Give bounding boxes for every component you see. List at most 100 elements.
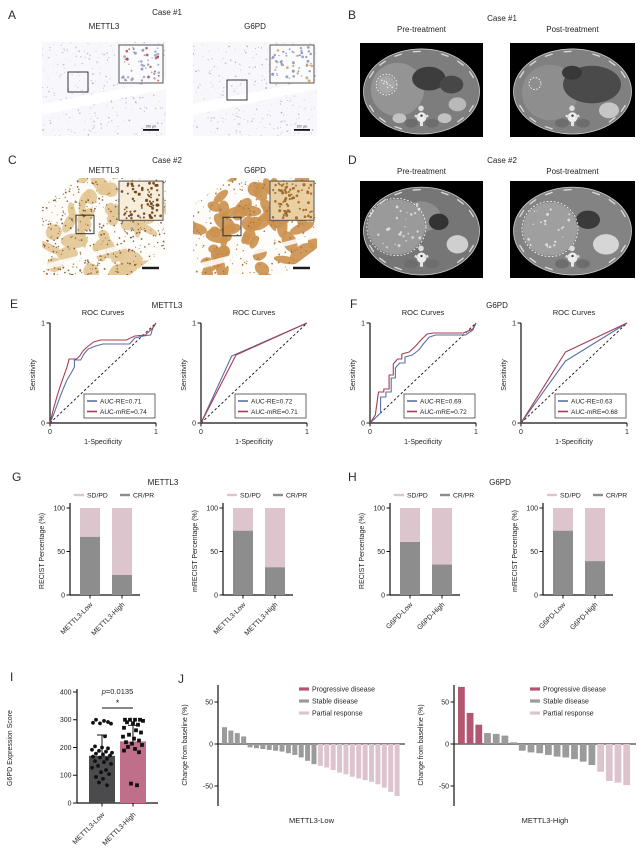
label-post-treatment-case1: Post-treatment <box>546 25 599 34</box>
waterfall-bar <box>501 735 509 744</box>
panel-g-letter: G <box>12 470 22 484</box>
panel-d: D Case #2 Pre-treatment Post-treatment <box>320 145 641 295</box>
data-point <box>96 763 100 768</box>
waterfall-bar <box>241 736 247 744</box>
svg-text:1: 1 <box>474 429 478 436</box>
ct-image-case1-pre <box>360 43 483 137</box>
roc-legend-box <box>554 393 627 419</box>
roc-curve <box>49 322 157 424</box>
svg-text:0: 0 <box>68 800 72 807</box>
panel-c-letter: C <box>8 153 17 167</box>
stacked-segment <box>585 561 605 595</box>
stacked-segment <box>265 508 285 568</box>
data-point <box>104 749 108 754</box>
data-point <box>137 738 141 743</box>
p-value: p=0.0135 <box>101 687 134 696</box>
svg-text:1: 1 <box>154 429 158 436</box>
scale-bar <box>142 266 159 270</box>
waterfall-bar <box>253 744 259 749</box>
waterfall-bar <box>518 744 526 751</box>
panel-j-letter: J <box>178 672 184 686</box>
svg-text:1: 1 <box>192 320 196 327</box>
roc-curve <box>200 322 308 424</box>
stacked-bar-mrecist-g6pd: SD/PD CR/PR mRECIST Percentage (%) 0 50 100 G6… <box>507 483 641 661</box>
data-point <box>140 743 144 747</box>
roc-chart-mettl3-left: ROC Curves Sensitivity 1-Specificity 0 1 0 1 AU… <box>26 303 166 461</box>
svg-text:0: 0 <box>61 592 65 599</box>
bar-scatter-plot: G6PD Expression Score 0 100 200 300 400 METTL3… <box>7 687 158 847</box>
roc-legend-box <box>83 393 156 419</box>
scale-bar-label: 200 μm <box>296 263 307 267</box>
data-point <box>90 747 94 752</box>
waterfall-bar <box>222 727 227 744</box>
tumor-annotation <box>366 197 427 256</box>
data-point <box>133 746 137 751</box>
data-point <box>137 750 141 755</box>
svg-text:0: 0 <box>192 420 196 427</box>
panel-b: B Case #1 Pre-treatment Post-treatment <box>320 0 641 150</box>
stain-label-g6pd-case1: G6PD <box>244 22 266 31</box>
panel-h-letter: H <box>348 470 357 484</box>
ct-scene <box>360 43 483 137</box>
panel-b-letter: B <box>348 8 357 22</box>
panel-h: H G6PD SD/PD CR/PR RECIST Percentage (%) 0 5… <box>320 460 641 665</box>
ihc-image-case2-g6pd: 200 μm <box>193 178 317 275</box>
roc-title: ROC Curves <box>402 308 445 317</box>
waterfall-bar <box>492 733 500 744</box>
data-point <box>131 721 135 726</box>
legend-label: Progressive disease <box>543 686 606 693</box>
data-point <box>97 780 101 785</box>
svg-text:0: 0 <box>41 420 45 427</box>
waterfall-bar <box>394 744 400 797</box>
ihc-scene: 200 μm <box>193 42 317 136</box>
waterfall-mettl3-high: Change from baseline (%) -50 0 50 Progressiv… <box>411 679 641 839</box>
roc-title: ROC Curves <box>553 308 596 317</box>
svg-text:0: 0 <box>361 420 365 427</box>
ihc-image-case1-g6pd: 200 μm <box>193 42 317 136</box>
waterfall-bar <box>381 744 387 788</box>
ihc-scene: 200 μm <box>42 178 166 275</box>
legend-label: SD/PD <box>87 493 108 500</box>
stacked-segment <box>553 508 573 531</box>
stacked-segment <box>400 541 420 595</box>
legend-label: CR/PR <box>606 493 627 500</box>
panel-j: J Change from baseline (%) -50 0 50 Progress… <box>175 665 641 859</box>
panel-i-letter: I <box>10 670 14 684</box>
category-label: G6PD-High <box>416 601 446 631</box>
waterfall-bar <box>343 744 349 775</box>
waterfall-bar <box>369 744 375 782</box>
stacked-ylabel: mRECIST Percentage (%) <box>192 510 199 592</box>
stacked-bar-plot: SD/PD CR/PR mRECIST Percentage (%) 0 50 100 ME… <box>192 493 307 638</box>
roc-curve <box>369 322 477 424</box>
category-label: METTL3-Low <box>60 601 95 636</box>
waterfall-bar <box>337 744 343 773</box>
category-label: METTL3-High <box>102 811 138 847</box>
waterfall-bar <box>579 744 587 762</box>
data-point <box>121 734 125 739</box>
stain-label-mettl3-case1: METTL3 <box>88 22 120 31</box>
stacked-segment <box>585 508 605 562</box>
panel-g: G METTL3 SD/PD CR/PR RECIST Percentage (%)… <box>0 460 320 665</box>
inset-source-box <box>226 79 248 101</box>
panel-f: F G6PD ROC Curves Sensitivity 1-Specificit… <box>320 295 641 460</box>
data-point <box>91 720 95 725</box>
panel-h-title: G6PD <box>489 478 511 487</box>
roc-chart-g6pd-right: ROC Curves Sensitivity 1-Specificity 0 1 0 1 AU… <box>497 303 637 461</box>
ct-scene <box>510 43 635 137</box>
ct-image-case2-post <box>510 181 635 278</box>
category-label: G6PD-High <box>569 601 599 631</box>
data-point <box>106 746 110 751</box>
panel-e: E METTL3 ROC Curves Sensitivity 1-Specific… <box>0 295 320 460</box>
label-pre-treatment-case1: Pre-treatment <box>397 25 446 34</box>
waterfall-bar <box>266 744 272 750</box>
data-point <box>101 752 105 757</box>
waterfall-bar <box>623 744 631 786</box>
data-point <box>94 751 98 756</box>
roc-diagonal <box>49 322 157 424</box>
panel-g-title: METTL3 <box>147 478 179 487</box>
category-label: METTL3-High <box>91 601 127 637</box>
scale-bar-label: 200 μm <box>146 125 157 129</box>
roc-legend-label: AUC-RE=0.69 <box>420 398 462 405</box>
svg-text:100: 100 <box>53 505 65 512</box>
svg-text:50: 50 <box>530 549 538 556</box>
